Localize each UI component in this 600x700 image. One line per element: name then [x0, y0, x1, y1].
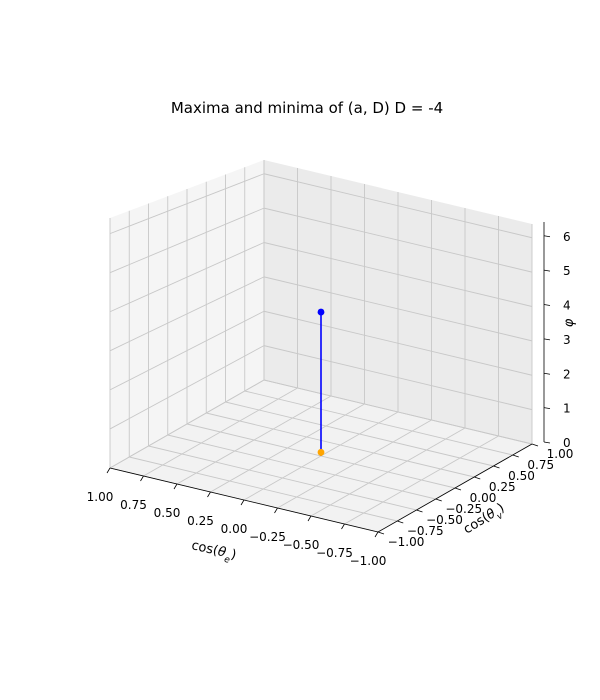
back-gridline-z: [263, 242, 533, 307]
data-marks: [317, 308, 325, 456]
x-tick-label: −0.25: [249, 530, 286, 544]
x-tick: [207, 491, 211, 498]
y-tick: [474, 476, 481, 480]
back-gridline-z: [263, 207, 533, 273]
left-gridline-z: [109, 207, 265, 274]
back-gridline-z: [263, 276, 533, 342]
y-tick: [397, 520, 404, 524]
x-tick: [173, 483, 178, 490]
y-tick: [493, 465, 500, 469]
y-tick: [416, 509, 423, 513]
z-tick: [543, 304, 551, 306]
z-tick-label: 1: [563, 402, 571, 416]
y-tick-label: −0.75: [407, 524, 444, 538]
y-tick: [512, 454, 519, 458]
z-tick-label: 6: [563, 230, 571, 244]
y-tick: [377, 531, 385, 535]
chart-title: Maxima and minima of (a, D) D = -4: [171, 99, 443, 117]
tick-marks: [106, 235, 551, 538]
left-gridline-z: [109, 379, 265, 469]
z-tick-label: 0: [563, 436, 571, 450]
z-tick: [543, 441, 551, 444]
back-gridline-z: [263, 379, 533, 445]
z-axis-label: φ: [562, 318, 577, 327]
z-tick-label: 4: [563, 299, 571, 313]
x-tick: [240, 499, 245, 506]
z-tick-label: 2: [563, 367, 571, 381]
left-gridline-z: [109, 173, 265, 235]
y-tick-label: 0.50: [508, 469, 535, 483]
back-gridline-z: [263, 345, 533, 411]
data-point-0: [317, 308, 325, 316]
y-tick: [531, 443, 539, 447]
tick-labels: 1.000.750.500.250.00−0.25−0.50−0.75−1.00…: [87, 230, 574, 568]
x-tick: [274, 507, 278, 514]
back-gridline-z: [263, 310, 533, 376]
left-gridline-z: [109, 276, 265, 352]
x-tick-label: 1.00: [87, 490, 114, 504]
y-tick-label: 0.75: [527, 458, 554, 472]
x-axis-label: cos(θe): [189, 538, 238, 567]
y-tick-label: −0.50: [426, 513, 463, 527]
floor-gridline-y: [244, 390, 513, 456]
x-tick-label: −1.00: [350, 554, 387, 568]
left-gridline-z: [109, 310, 265, 391]
x-tick: [341, 523, 345, 530]
floor-gridline-y: [206, 412, 475, 478]
z-tick: [543, 269, 551, 272]
z-tick-label: 5: [563, 264, 571, 278]
x-tick: [374, 531, 379, 538]
floor-gridline-y: [225, 401, 494, 467]
x-tick-label: 0.00: [221, 522, 248, 536]
left-gridline-z: [109, 242, 265, 313]
back-gridline-z: [263, 173, 533, 239]
data-point-1: [317, 448, 325, 456]
z-tick: [543, 372, 551, 375]
x-tick-label: 0.50: [154, 506, 181, 520]
floor-gridline-y: [148, 445, 417, 511]
y-tick: [454, 487, 462, 491]
z-tick: [543, 407, 551, 410]
x-tick: [106, 467, 111, 474]
y-tick-label: 0.25: [489, 480, 516, 494]
x-tick-label: −0.50: [283, 538, 320, 552]
z-tick-label: 3: [563, 333, 571, 347]
y-tick-label: −0.25: [445, 502, 482, 516]
x-tick: [140, 475, 144, 482]
y-tick-label: 1.00: [547, 447, 574, 461]
y-tick: [435, 498, 442, 502]
y-tick-label: 0.00: [470, 491, 497, 505]
floor-gridline-y: [167, 434, 436, 500]
y-tick-label: −1.00: [388, 535, 425, 549]
x-tick: [307, 515, 312, 522]
x-tick-label: 0.25: [187, 514, 214, 528]
z-tick: [543, 338, 551, 341]
x-tick-label: 0.75: [120, 498, 147, 512]
left-gridline-z: [109, 345, 265, 430]
x-tick-label: −0.75: [316, 546, 353, 560]
floor-gridline-y: [129, 456, 398, 522]
z-tick: [543, 235, 551, 238]
